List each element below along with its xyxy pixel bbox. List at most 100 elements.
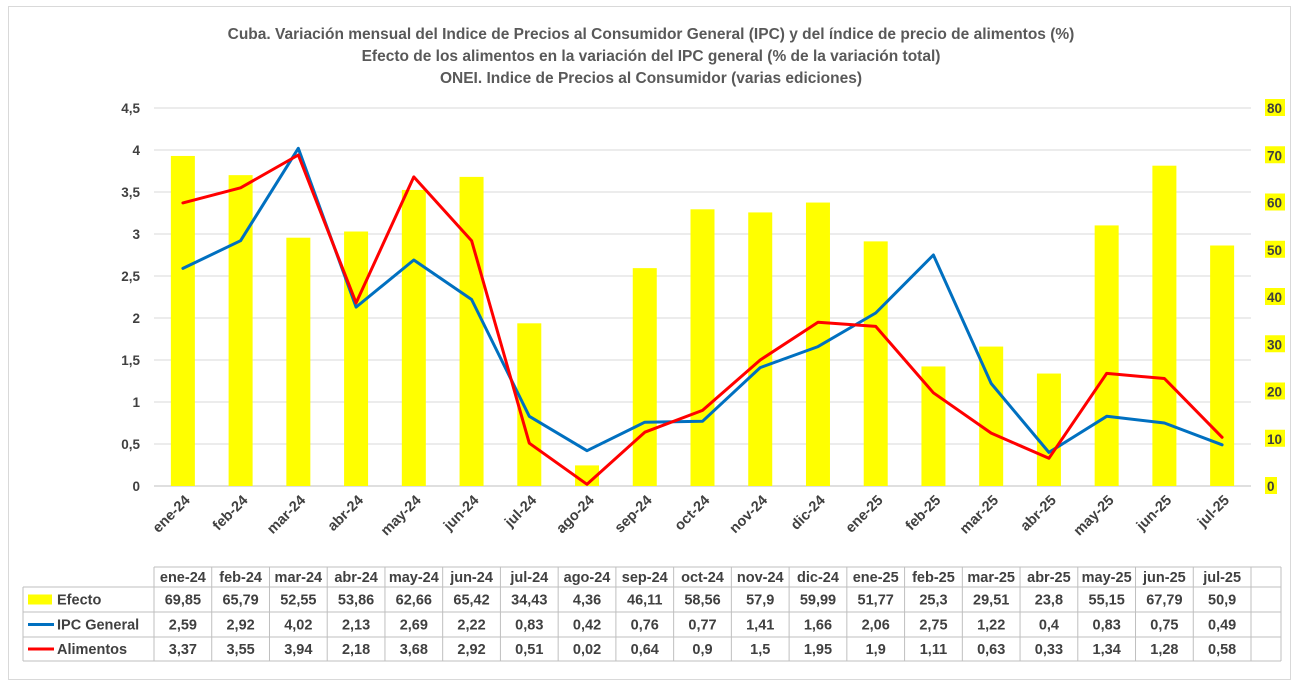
table-header-cell: jun-25 <box>1142 570 1186 586</box>
table-value-cell: 29,51 <box>973 593 1009 609</box>
x-axis-category-label: ene-25 <box>843 493 887 537</box>
right-axis-tick-label: 20 <box>1267 385 1282 400</box>
table-value-cell: 3,94 <box>284 642 312 658</box>
table-header-cell: dic-24 <box>797 570 839 586</box>
table-row-label: IPC General <box>57 618 139 634</box>
table-value-cell: 65,79 <box>222 593 258 609</box>
table-value-cell: 50,9 <box>1208 593 1236 609</box>
table-value-cell: 23,8 <box>1035 593 1063 609</box>
x-axis-category-label: jul-24 <box>501 493 540 532</box>
table-value-cell: 55,15 <box>1089 593 1125 609</box>
x-axis-category-label: sep-24 <box>612 493 656 537</box>
x-axis-category-label: abr-25 <box>1018 493 1060 535</box>
table-value-cell: 52,55 <box>280 593 316 609</box>
right-axis-tick-highlight <box>1265 193 1285 211</box>
right-axis-tick-highlight <box>1265 335 1285 353</box>
x-axis-category-label: dic-24 <box>788 493 829 534</box>
right-axis-tick-highlight <box>1265 146 1285 164</box>
table-value-cell: 1,11 <box>920 642 947 658</box>
x-axis-category-label: may-24 <box>378 493 425 540</box>
bar-efecto <box>1210 245 1235 486</box>
right-axis-tick-label: 0 <box>1267 479 1275 494</box>
right-axis-tick-label: 30 <box>1267 337 1282 352</box>
right-axis-tick-label: 40 <box>1267 290 1282 305</box>
right-axis-tick-label: 80 <box>1267 101 1282 116</box>
left-axis-tick-label: 4,5 <box>121 101 140 116</box>
table-value-cell: 34,43 <box>511 593 547 609</box>
bar-efecto <box>632 268 657 486</box>
x-axis-category-label: mar-24 <box>264 493 309 538</box>
table-value-cell: 0,4 <box>1039 618 1059 634</box>
table-value-cell: 59,99 <box>800 593 836 609</box>
table-value-cell: 4,02 <box>284 618 312 634</box>
right-axis-tick-label: 70 <box>1267 148 1282 163</box>
table-value-cell: 58,56 <box>684 593 720 609</box>
x-axis-category-label: ene-24 <box>150 493 194 537</box>
table-value-cell: 1,28 <box>1150 642 1178 658</box>
bar-efecto <box>286 237 311 486</box>
left-axis-tick-label: 2 <box>132 311 140 326</box>
table-value-cell: 0,63 <box>977 642 1005 658</box>
right-axis-tick-label: 50 <box>1267 243 1282 258</box>
table-header-cell: may-24 <box>389 570 439 586</box>
line-alimentos <box>181 153 1224 486</box>
bar-efecto <box>228 175 253 486</box>
right-axis-tick-highlight <box>1265 99 1285 116</box>
bar-efecto <box>979 346 1004 486</box>
table-value-cell: 2,75 <box>919 618 947 634</box>
table-value-cell: 69,85 <box>165 593 201 609</box>
table-header-cell: jul-25 <box>1202 570 1241 586</box>
bar-efecto <box>921 366 946 486</box>
table-value-cell: 1,9 <box>866 642 886 658</box>
x-axis-category-label: may-25 <box>1071 493 1118 540</box>
table-value-cell: 2,18 <box>342 642 370 658</box>
table-value-cell: 0,49 <box>1208 618 1236 634</box>
left-axis-tick-label: 1 <box>132 395 140 410</box>
left-axis-tick-label: 4 <box>132 143 140 158</box>
bar-efecto <box>1094 225 1119 486</box>
table-value-cell: 1,41 <box>746 618 774 634</box>
table-value-cell: 1,5 <box>750 642 770 658</box>
chart-title-line: Cuba. Variación mensual del Indice de Pr… <box>228 26 1075 43</box>
left-axis-tick-label: 1,5 <box>121 353 140 368</box>
table-header-cell: mar-24 <box>275 570 323 586</box>
chart-title-line: Efecto de los alimentos en la variación … <box>362 48 941 65</box>
table-header-cell: ene-24 <box>160 570 206 586</box>
table-value-cell: 2,06 <box>862 618 890 634</box>
bar-efecto <box>1036 373 1061 486</box>
right-axis-tick-label: 10 <box>1267 432 1282 447</box>
left-axis-tick-label: 3,5 <box>121 185 140 200</box>
bar-efecto <box>690 209 715 486</box>
table-value-cell: 4,36 <box>573 593 601 609</box>
line-ipc-general <box>181 146 1224 454</box>
table-value-cell: 53,86 <box>338 593 374 609</box>
table-header-cell: nov-24 <box>737 570 784 586</box>
x-axis-category-label: jun-25 <box>1133 493 1175 535</box>
chart-title-line: ONEI. Indice de Precios al Consumidor (v… <box>440 70 862 87</box>
right-axis-tick-highlight <box>1265 429 1285 447</box>
table-value-cell: 3,68 <box>400 642 428 658</box>
table-header-cell: feb-24 <box>219 570 262 586</box>
right-axis-tick-highlight <box>1265 240 1285 258</box>
right-axis-tick-highlight <box>1265 382 1285 400</box>
table-header-cell: may-25 <box>1082 570 1132 586</box>
x-axis-category-label: jul-25 <box>1194 493 1233 532</box>
table-value-cell: 57,9 <box>746 593 774 609</box>
x-axis-category-label: jun-24 <box>440 493 482 535</box>
table-value-cell: 0,02 <box>573 642 601 658</box>
bar-efecto <box>863 241 888 486</box>
bar-efecto <box>459 176 484 486</box>
table-value-cell: 67,79 <box>1146 593 1182 609</box>
x-axis-category-label: feb-24 <box>210 493 252 535</box>
table-value-cell: 0,75 <box>1150 618 1178 634</box>
x-axis-category-label: nov-24 <box>727 493 771 537</box>
table-value-cell: 3,55 <box>226 642 254 658</box>
table-value-cell: 65,42 <box>453 593 489 609</box>
table-value-cell: 0,77 <box>688 618 716 634</box>
bar-efecto <box>805 202 830 487</box>
table-value-cell: 2,92 <box>457 642 485 658</box>
table-value-cell: 1,34 <box>1093 642 1121 658</box>
bar-efecto <box>1152 165 1177 486</box>
table-value-cell: 3,37 <box>169 642 197 658</box>
chart-frame: Cuba. Variación mensual del Indice de Pr… <box>8 6 1291 680</box>
